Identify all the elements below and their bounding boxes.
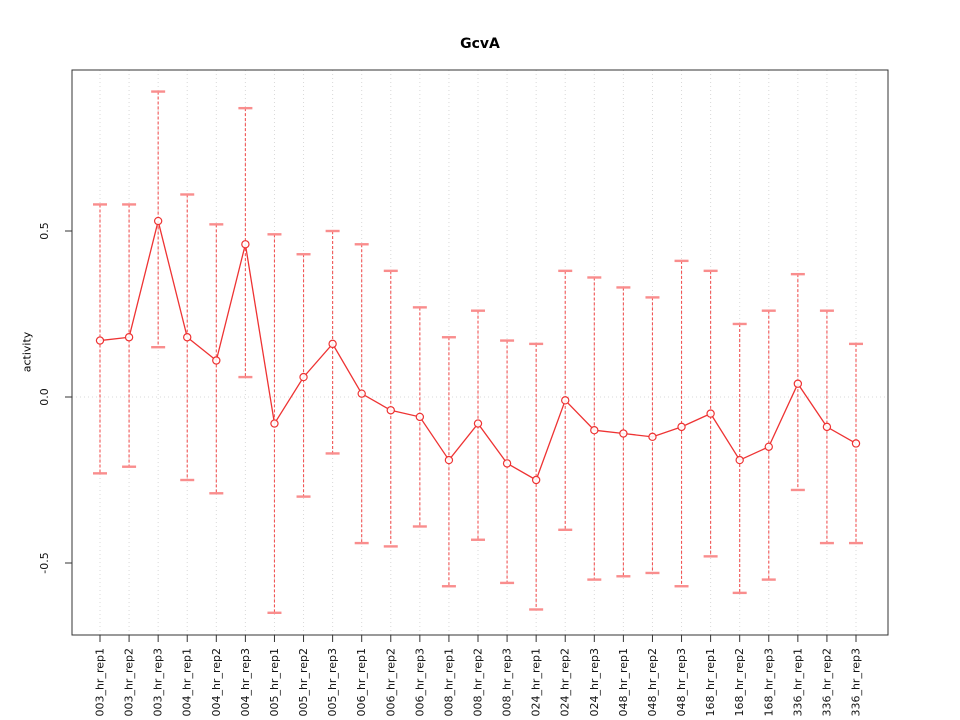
data-point [473,419,483,428]
x-tick-label: 336_hr_rep1 [791,648,804,717]
data-point [386,406,395,415]
data-point [764,442,773,451]
data-point [95,336,105,345]
x-tick-label: 168_hr_rep2 [733,648,746,717]
data-point [328,339,337,349]
x-tick-label: 003_hr_rep1 [94,648,107,717]
x-tick-label: 005_hr_rep2 [297,648,310,717]
data-point [822,422,832,432]
y-tick-label: -0.5 [38,552,51,573]
y-tick-label: 0.5 [38,222,51,240]
data-point [706,409,715,418]
y-tick-label: 0.0 [38,388,51,406]
x-tick-label: 004_hr_rep3 [239,648,252,717]
data-point [415,412,425,422]
data-point [153,216,163,226]
chart-title: GcvA [460,36,500,52]
data-point [851,439,861,448]
data-point [124,333,134,342]
data-point [619,429,628,438]
plot-box [71,69,889,636]
data-point [212,356,221,365]
data-point [357,389,366,398]
x-tick-label: 048_hr_rep2 [646,648,659,717]
x-tick-label: 004_hr_rep1 [181,648,194,717]
x-tick-label: 168_hr_rep1 [704,648,717,717]
x-tick-label: 005_hr_rep3 [326,648,339,717]
data-point [531,475,541,485]
x-tick-label: 006_hr_rep1 [355,648,368,717]
y-axis-title: activity [20,331,34,373]
x-tick-label: 336_hr_rep2 [820,648,833,717]
x-tick-label: 005_hr_rep1 [268,648,281,717]
x-tick-label: 006_hr_rep2 [384,648,397,717]
data-point [270,419,279,428]
data-point [735,455,744,465]
x-tick-label: 006_hr_rep3 [413,648,426,717]
x-tick-label: 003_hr_rep2 [123,648,136,717]
data-point [444,455,454,465]
x-tick-label: 003_hr_rep3 [152,648,165,717]
x-tick-label: 008_hr_rep3 [501,648,514,717]
data-point [183,333,192,342]
x-tick-label: 336_hr_rep3 [850,648,863,717]
x-tick-label: 024_hr_rep3 [588,648,601,717]
x-tick-label: 008_hr_rep2 [472,648,485,717]
data-point [590,426,599,435]
x-tick-label: 048_hr_rep3 [675,648,688,717]
x-tick-label: 024_hr_rep1 [530,648,543,717]
x-tick-label: 008_hr_rep1 [442,648,455,717]
x-tick-label: 168_hr_rep3 [762,648,775,717]
x-tick-label: 024_hr_rep2 [559,648,572,717]
data-point [241,240,250,249]
data-point [677,422,686,432]
data-point [299,372,308,382]
data-point [561,396,570,405]
data-point [793,379,803,388]
x-tick-label: 004_hr_rep2 [210,648,223,717]
data-point [502,459,512,468]
x-tick-label: 048_hr_rep1 [617,648,630,717]
data-point [648,432,657,442]
